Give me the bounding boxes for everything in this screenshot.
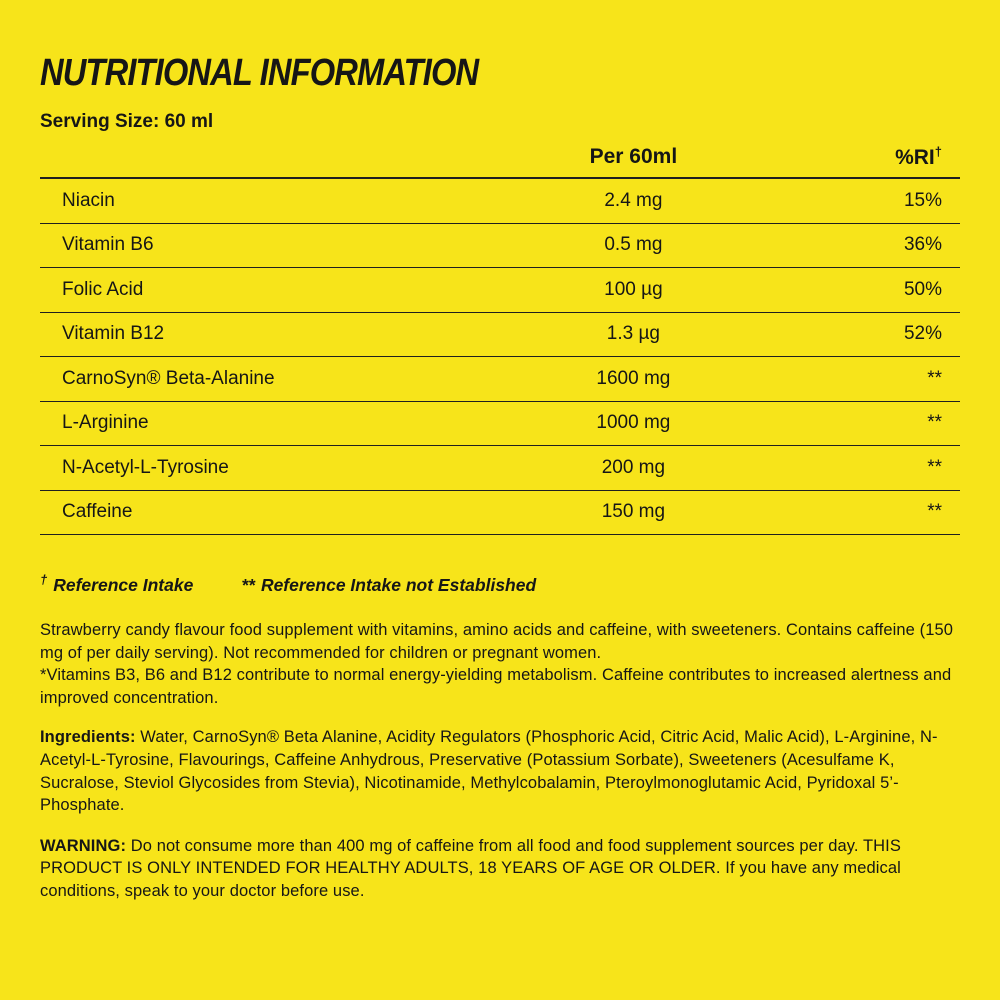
table-row: CarnoSyn® Beta-Alanine 1600 mg **	[40, 357, 960, 402]
nutrient-name: CarnoSyn® Beta-Alanine	[62, 367, 275, 389]
footnotes: † Reference Intake ** Reference Intake not…	[40, 572, 960, 596]
table-row: N-Acetyl-L-Tyrosine 200 mg **	[40, 446, 960, 491]
nutrient-name: Niacin	[62, 189, 115, 211]
header-per-60ml: Per 60ml	[589, 145, 678, 168]
nutrient-amount: 2.4 mg	[604, 189, 663, 211]
table-row: Vitamin B12 1.3 µg 52%	[40, 313, 960, 357]
description-line-1: Strawberry candy flavour food supplement…	[40, 621, 954, 662]
nutrient-ri: **	[927, 456, 942, 478]
nutrient-name: N-Acetyl-L-Tyrosine	[62, 456, 229, 478]
warning-text: Do not consume more than 400 mg of caffe…	[40, 836, 901, 900]
nutrient-amount: 1.3 µg	[606, 323, 660, 345]
header-ri: %RI†	[785, 144, 960, 170]
nutrient-ri: **	[927, 367, 942, 389]
nutrient-ri: 50%	[903, 278, 942, 300]
nutrient-name: Vitamin B6	[62, 234, 154, 256]
nutrient-name: L-Arginine	[62, 412, 149, 434]
footnote-text: Reference Intake	[53, 575, 194, 595]
table-row: Folic Acid 100 µg 50%	[40, 268, 960, 313]
table-row: L-Arginine 1000 mg **	[40, 402, 960, 446]
ingredients-label: Ingredients:	[40, 728, 136, 747]
nutrient-amount: 150 mg	[601, 501, 666, 523]
table-header-row: Per 60ml %RI†	[40, 137, 960, 179]
table-row: Vitamin B6 0.5 mg 36%	[40, 224, 960, 268]
warning-label: WARNING:	[40, 836, 127, 855]
header-ri-label: %RI	[895, 146, 935, 169]
footnote-reference-intake: † Reference Intake	[40, 572, 194, 596]
nutrient-amount: 100 µg	[604, 278, 663, 300]
dagger-mark: †	[40, 572, 48, 587]
footnote-not-established: ** Reference Intake not Established	[241, 575, 536, 596]
asterisk-mark: **	[241, 575, 255, 595]
nutrient-ri: 15%	[903, 189, 942, 211]
nutrient-name: Caffeine	[62, 501, 133, 523]
nutrient-amount: 1600 mg	[596, 367, 671, 389]
nutrient-ri: **	[927, 412, 942, 434]
ingredients-text: Water, CarnoSyn® Beta Alanine, Acidity R…	[40, 728, 938, 815]
page-title: NUTRITIONAL INFORMATION	[40, 52, 479, 94]
table-row: Niacin 2.4 mg 15%	[40, 179, 960, 224]
nutrient-amount: 1000 mg	[596, 412, 671, 434]
header-ri-dagger: †	[934, 144, 942, 159]
nutrient-ri: 52%	[903, 323, 942, 345]
footnote-text: Reference Intake not Established	[260, 575, 537, 595]
nutrient-name: Vitamin B12	[62, 323, 165, 345]
nutrient-amount: 0.5 mg	[604, 234, 663, 256]
table-row: Caffeine 150 mg **	[40, 491, 960, 535]
nutrient-name: Folic Acid	[62, 278, 144, 300]
nutrient-ri: **	[927, 501, 942, 523]
ingredients-paragraph: Ingredients: Water, CarnoSyn® Beta Alani…	[40, 726, 960, 816]
description-paragraph: Strawberry candy flavour food supplement…	[40, 619, 960, 709]
serving-size: Serving Size: 60 ml	[40, 111, 214, 132]
nutrition-table: Per 60ml %RI† Niacin 2.4 mg 15% Vitamin …	[40, 137, 960, 535]
nutrient-amount: 200 mg	[601, 456, 666, 478]
warning-paragraph: WARNING: Do not consume more than 400 mg…	[40, 835, 960, 903]
description-line-2: *Vitamins B3, B6 and B12 contribute to n…	[40, 666, 952, 707]
nutrient-ri: 36%	[903, 234, 942, 256]
